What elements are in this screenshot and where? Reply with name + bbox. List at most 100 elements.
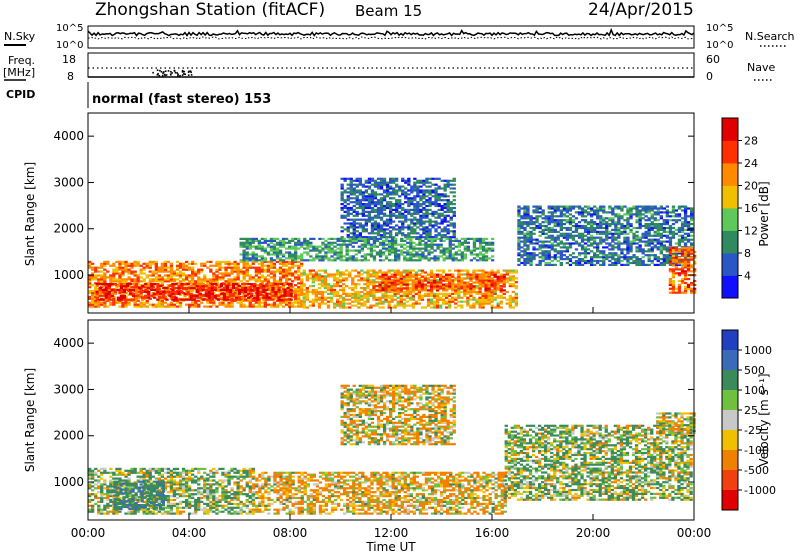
heatmap-cell xyxy=(257,266,261,269)
heatmap-cell xyxy=(303,259,307,262)
nave-point xyxy=(184,73,186,76)
heatmap-cell xyxy=(418,239,422,242)
heatmap-cell xyxy=(439,281,443,284)
heatmap-cell xyxy=(472,241,477,244)
heatmap-cell xyxy=(358,189,362,192)
heatmap-cell xyxy=(394,251,398,254)
heatmap-cell xyxy=(281,276,286,279)
heatmap-cell xyxy=(230,278,234,281)
heatmap-cell xyxy=(98,298,102,301)
heatmap-cell xyxy=(478,281,482,284)
heatmap-cell xyxy=(225,298,230,301)
heatmap-cell xyxy=(583,248,588,251)
heatmap-cell xyxy=(577,213,582,216)
heatmap-cell xyxy=(197,299,201,302)
heatmap-cell xyxy=(449,218,453,221)
heatmap-cell xyxy=(357,249,361,252)
heatmap-cell xyxy=(154,305,158,308)
heatmap-cell xyxy=(472,296,476,299)
heatmap-cell xyxy=(342,306,346,309)
heatmap-cell xyxy=(409,253,413,256)
heatmap-cell xyxy=(428,197,432,200)
heatmap-cell xyxy=(565,242,569,245)
heatmap-cell xyxy=(379,210,384,213)
heatmap-cell xyxy=(336,298,340,301)
heatmap-cell xyxy=(499,273,503,276)
heatmap-cell xyxy=(206,266,210,269)
heatmap-cell xyxy=(481,304,485,307)
heatmap-cell xyxy=(260,245,264,248)
heatmap-cell xyxy=(294,260,298,263)
heatmap-cell xyxy=(157,305,161,308)
heatmap-cell xyxy=(577,205,582,208)
heatmap-cell xyxy=(122,284,127,288)
heatmap-cell xyxy=(422,191,426,194)
heatmap-cell xyxy=(638,226,642,230)
heatmap-cell xyxy=(363,283,367,286)
heatmap-cell xyxy=(499,289,503,292)
heatmap-cell xyxy=(484,279,488,282)
heatmap-cell xyxy=(88,260,92,263)
heatmap-cell xyxy=(429,292,434,295)
heatmap-cell xyxy=(379,234,384,237)
heatmap-cell xyxy=(418,255,422,258)
heatmap-cell xyxy=(517,263,521,266)
heatmap-cell xyxy=(617,232,621,235)
heatmap-cell xyxy=(257,245,261,248)
heatmap-cell xyxy=(128,298,133,301)
heatmap-cell xyxy=(116,284,121,288)
heatmap-cell xyxy=(360,298,364,301)
heatmap-cell xyxy=(349,212,353,215)
heatmap-cell xyxy=(442,279,446,282)
heatmap-cell xyxy=(395,193,399,196)
heatmap-cell xyxy=(352,222,356,225)
heatmap-cell xyxy=(393,277,397,280)
heatmap-cell xyxy=(407,232,411,235)
heatmap-cell xyxy=(423,277,428,280)
heatmap-cell xyxy=(553,221,557,224)
heatmap-cell xyxy=(372,239,377,242)
heatmap-cell xyxy=(580,259,585,263)
heatmap-cell xyxy=(370,228,375,231)
heatmap-cell xyxy=(472,237,477,240)
heatmap-cell xyxy=(242,276,246,279)
heatmap-cell xyxy=(215,274,219,277)
heatmap-cell xyxy=(370,203,375,206)
heatmap-cell xyxy=(269,239,274,242)
heatmap-cell xyxy=(599,205,603,208)
heatmap-cell xyxy=(112,303,116,306)
heatmap-cell xyxy=(404,226,408,229)
heatmap-cell xyxy=(376,199,381,202)
heatmap-cell xyxy=(550,213,554,216)
heatmap-cell xyxy=(460,277,464,280)
heatmap-cell xyxy=(323,283,328,286)
heatmap-cell xyxy=(590,244,594,247)
heatmap-cell xyxy=(230,280,234,283)
heatmap-cell xyxy=(437,222,441,225)
heatmap-cell xyxy=(248,264,252,267)
heatmap-cell xyxy=(197,280,201,283)
heatmap-cell xyxy=(333,241,337,244)
heatmap-cell xyxy=(88,264,92,267)
heatmap-cell xyxy=(644,254,648,257)
heatmap-cell xyxy=(469,277,473,280)
heatmap-cell xyxy=(241,288,245,291)
heatmap-cell xyxy=(130,280,134,283)
heatmap-cell xyxy=(221,276,225,279)
heatmap-cell xyxy=(278,301,283,304)
heatmap-cell xyxy=(413,232,417,235)
heatmap-cell xyxy=(401,189,405,192)
heatmap-cell xyxy=(364,230,368,233)
heatmap-cell xyxy=(358,222,362,225)
heatmap-cell xyxy=(436,237,440,240)
heatmap-cell xyxy=(369,253,374,256)
heatmap-cell xyxy=(186,290,190,293)
heatmap-cell xyxy=(440,222,444,225)
heatmap-cell xyxy=(358,199,362,202)
heatmap-cell xyxy=(408,277,412,280)
heatmap-cell xyxy=(195,294,199,297)
heatmap-cell xyxy=(306,247,310,250)
heatmap-cell xyxy=(131,294,136,297)
heatmap-cell xyxy=(189,298,193,301)
heatmap-cell xyxy=(399,277,403,280)
